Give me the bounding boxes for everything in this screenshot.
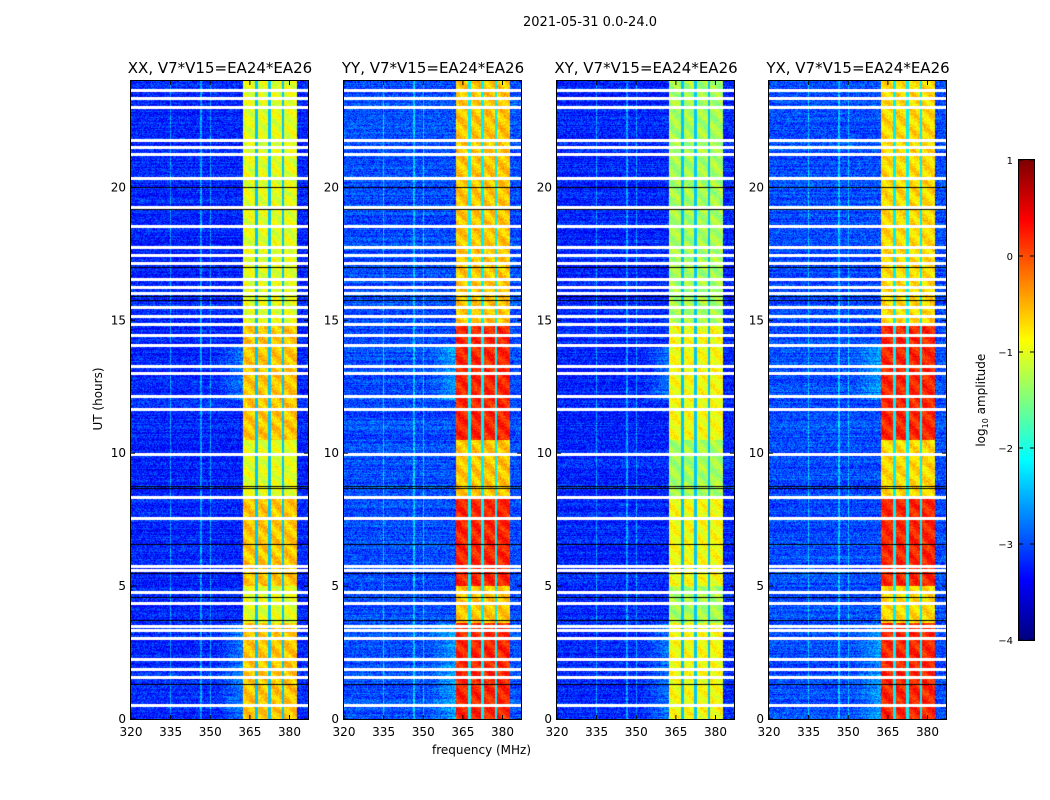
y-tick-label: 10: [111, 446, 126, 460]
x-tick-label: 365: [664, 725, 687, 739]
y-tick-label: 20: [537, 180, 552, 194]
y-tick-label: 0: [544, 712, 552, 726]
colorbar-tick-label: −3: [998, 540, 1013, 551]
x-tick-label: 350: [625, 725, 648, 739]
y-axis-label: UT (hours): [91, 367, 105, 431]
x-tick-label: 380: [704, 725, 727, 739]
heatmap-yy: [343, 80, 522, 720]
x-tick-label: 335: [372, 725, 395, 739]
colorbar-label-sub: 10: [981, 418, 991, 429]
y-tick-label: 15: [111, 313, 126, 327]
colorbar-tick-label: −4: [998, 636, 1013, 647]
x-tick-label: 350: [412, 725, 435, 739]
y-tick-label: 0: [331, 712, 339, 726]
x-tick-label: 350: [199, 725, 222, 739]
y-tick-label: 20: [749, 180, 764, 194]
y-tick-label: 15: [537, 313, 552, 327]
x-tick-label: 320: [333, 725, 356, 739]
panel-title-xy: XY, V7*V15=EA24*EA26: [554, 59, 738, 77]
x-tick-label: 320: [758, 725, 781, 739]
y-tick-label: 15: [749, 313, 764, 327]
y-tick-label: 5: [544, 579, 552, 593]
y-tick-label: 5: [331, 579, 339, 593]
colorbar-tick-label: −1: [998, 348, 1013, 359]
panel-title-yx: YX, V7*V15=EA24*EA26: [766, 59, 950, 77]
x-axis-label: frequency (MHz): [432, 743, 532, 757]
x-tick-label: 335: [797, 725, 820, 739]
x-tick-label: 365: [451, 725, 474, 739]
panel-title-yy: YY, V7*V15=EA24*EA26: [341, 59, 525, 77]
y-tick-label: 10: [324, 446, 339, 460]
colorbar-tick-label: 0: [1007, 252, 1013, 263]
heatmap-xx: [130, 80, 309, 720]
x-tick-label: 320: [120, 725, 143, 739]
colorbar: [1018, 159, 1035, 641]
x-tick-label: 380: [916, 725, 939, 739]
y-tick-label: 15: [324, 313, 339, 327]
y-tick-label: 20: [111, 180, 126, 194]
figure-title: 2021-05-31 0.0-24.0: [523, 15, 657, 30]
heatmap-yx: [768, 80, 947, 720]
y-tick-label: 0: [118, 712, 126, 726]
x-tick-label: 365: [238, 725, 261, 739]
x-tick-label: 380: [491, 725, 514, 739]
colorbar-tick-label: 1: [1007, 156, 1013, 167]
panel-title-xx: XX, V7*V15=EA24*EA26: [127, 59, 313, 77]
y-tick-label: 10: [537, 446, 552, 460]
x-tick-label: 365: [876, 725, 899, 739]
x-tick-label: 380: [278, 725, 301, 739]
colorbar-label-prefix: log: [973, 428, 988, 447]
colorbar-label-suffix: amplitude: [973, 353, 988, 419]
colorbar-label: log10 amplitude: [974, 350, 990, 450]
heatmap-xy: [556, 80, 735, 720]
x-tick-label: 320: [546, 725, 569, 739]
x-tick-label: 335: [159, 725, 182, 739]
y-tick-label: 20: [324, 180, 339, 194]
x-tick-label: 335: [585, 725, 608, 739]
y-tick-label: 5: [756, 579, 764, 593]
y-tick-label: 10: [749, 446, 764, 460]
x-tick-label: 350: [837, 725, 860, 739]
y-tick-label: 5: [118, 579, 126, 593]
y-tick-label: 0: [756, 712, 764, 726]
colorbar-tick-label: −2: [998, 444, 1013, 455]
